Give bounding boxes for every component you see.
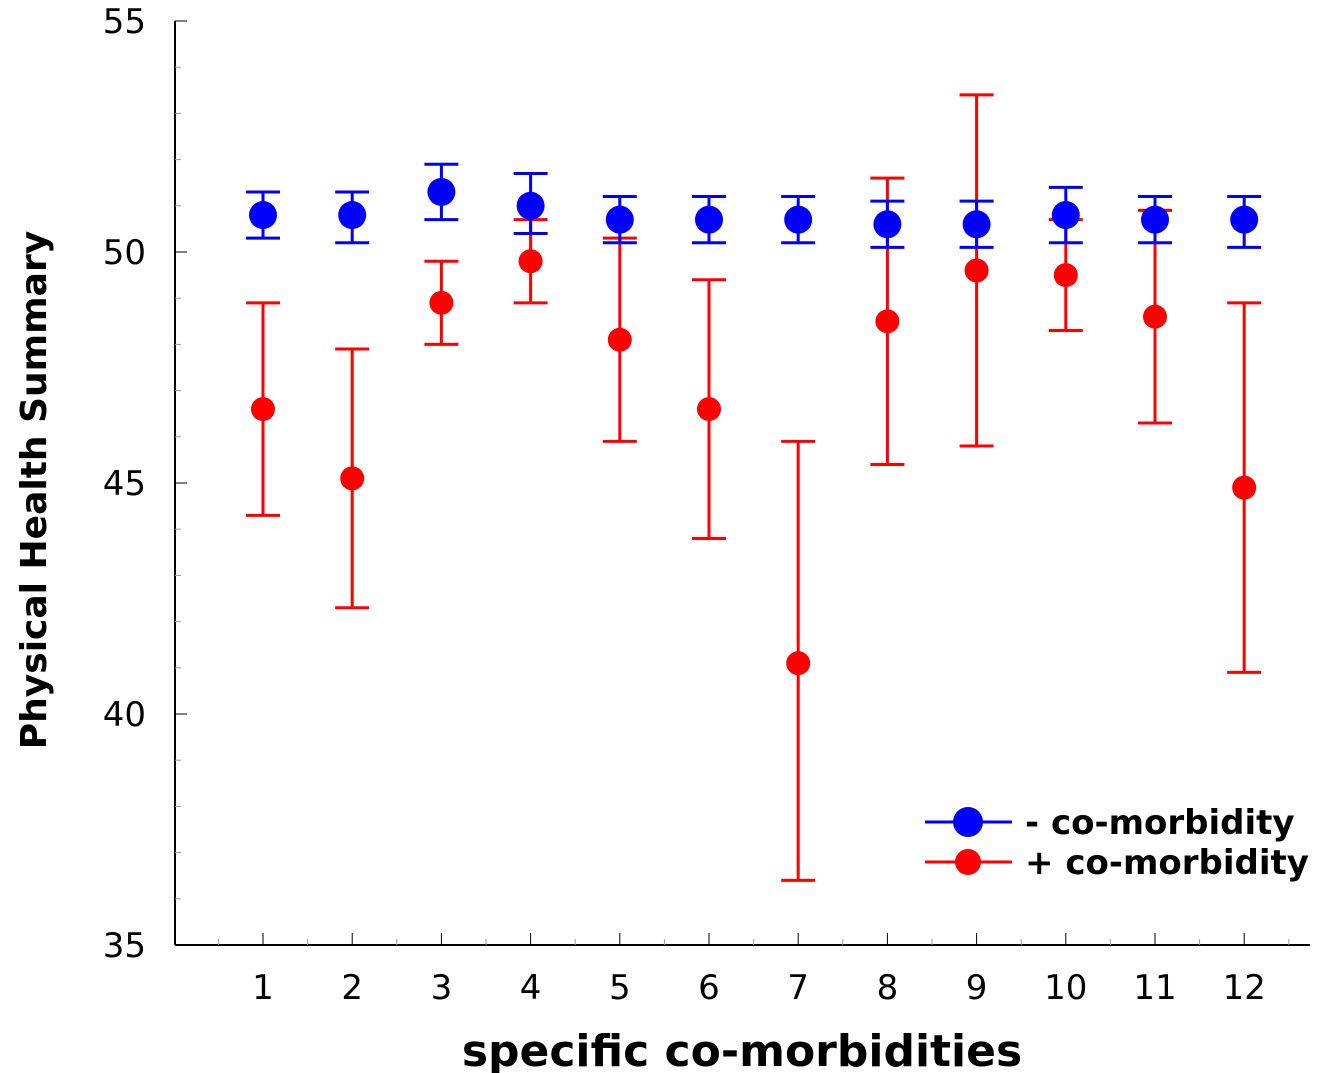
- data-point: [697, 397, 721, 422]
- data-point: [695, 205, 723, 234]
- legend-label: + co-morbidity: [1025, 843, 1309, 883]
- x-tick-label: 12: [1223, 968, 1266, 1008]
- legend-marker: [955, 849, 981, 875]
- data-point: [429, 290, 454, 315]
- x-tick-label: 5: [609, 968, 631, 1008]
- data-point: [784, 205, 813, 234]
- data-point: [1051, 201, 1080, 230]
- x-tick-label: 1: [252, 968, 274, 1008]
- series-with-comorbidity: [246, 93, 1262, 882]
- x-tick-label: 2: [341, 968, 363, 1008]
- data-point: [607, 327, 632, 352]
- data-point: [516, 191, 545, 220]
- data-point: [249, 201, 277, 230]
- data-marks: [246, 93, 1262, 882]
- legend-marker: [953, 807, 983, 837]
- data-point: [964, 258, 989, 283]
- series-without-comorbidity: [246, 162, 1262, 249]
- x-tick-label: 11: [1133, 968, 1176, 1008]
- data-point: [1143, 304, 1167, 329]
- data-point: [518, 249, 543, 274]
- x-tick-label: 7: [787, 968, 809, 1008]
- y-tick-label: 35: [103, 926, 146, 966]
- x-tick-label: 8: [877, 968, 899, 1008]
- legend: - co-morbidity+ co-morbidity: [925, 803, 1309, 883]
- y-axis-title: Physical Health Summary: [14, 231, 55, 749]
- data-point: [873, 210, 902, 239]
- x-tick-label: 9: [966, 968, 988, 1008]
- data-point: [427, 177, 456, 206]
- data-point: [962, 210, 991, 239]
- data-point: [340, 466, 365, 491]
- data-point: [786, 651, 811, 676]
- y-tick-label: 40: [103, 695, 146, 735]
- x-tick-label: 4: [520, 968, 542, 1008]
- data-point: [605, 205, 634, 234]
- data-point: [1141, 205, 1169, 234]
- y-tick-label: 45: [103, 464, 146, 504]
- y-tick-label: 50: [103, 233, 146, 273]
- x-tick-label: 3: [431, 968, 453, 1008]
- x-axis-title: specific co-morbidities: [462, 1026, 1022, 1073]
- legend-label: - co-morbidity: [1025, 803, 1295, 843]
- data-point: [251, 397, 275, 422]
- data-point: [875, 309, 900, 334]
- x-tick-label: 10: [1044, 968, 1087, 1008]
- data-point: [1230, 205, 1259, 234]
- data-point: [1232, 475, 1257, 500]
- y-tick-label: 55: [103, 2, 146, 42]
- data-point: [1053, 263, 1078, 288]
- data-point: [338, 201, 367, 230]
- x-tick-label: 6: [698, 968, 720, 1008]
